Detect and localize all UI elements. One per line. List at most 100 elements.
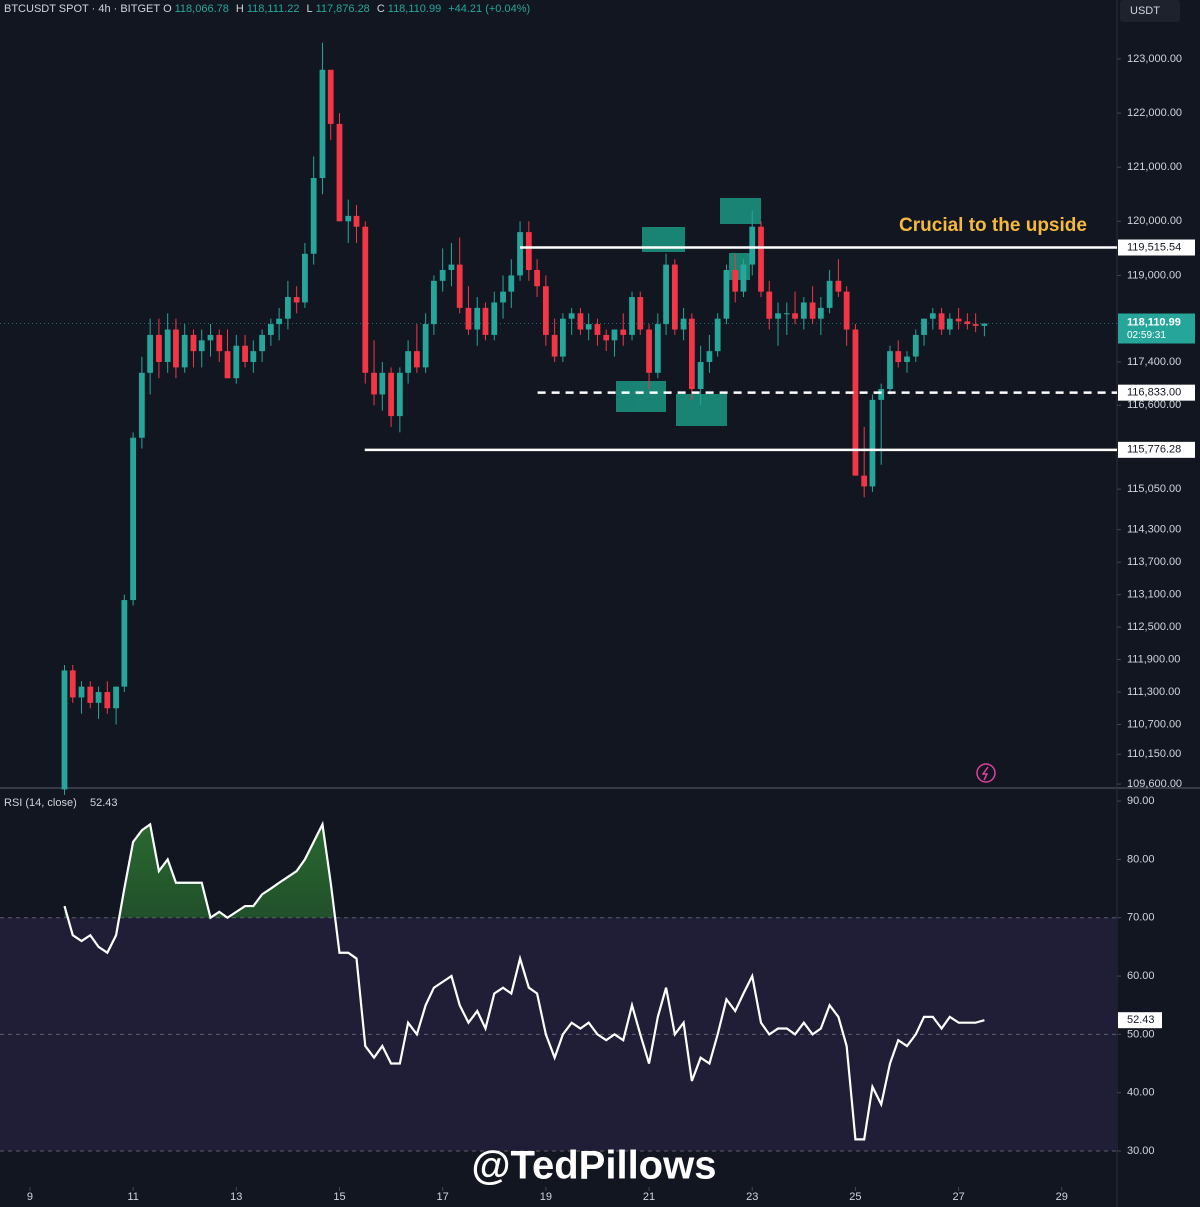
h-value: 118,111.22 bbox=[246, 3, 300, 15]
candle-body bbox=[233, 345, 240, 379]
o-label: O bbox=[163, 3, 172, 15]
y-tick-label: 123,000.00 bbox=[1127, 53, 1182, 65]
y-tick-label: 80.00 bbox=[1127, 853, 1155, 865]
candle-body bbox=[173, 329, 179, 368]
candle-body bbox=[164, 329, 171, 362]
candle-body bbox=[413, 351, 420, 368]
y-tick-label: 60.00 bbox=[1127, 970, 1155, 982]
candle-body bbox=[147, 334, 154, 373]
y-tick-label: 116,600.00 bbox=[1127, 399, 1181, 411]
y-tick-label: 120,000.00 bbox=[1127, 215, 1182, 227]
candle-body bbox=[878, 389, 885, 400]
currency: USDT bbox=[1130, 5, 1160, 17]
candle-body bbox=[345, 215, 352, 222]
candle-body bbox=[568, 313, 575, 319]
rsi-band bbox=[0, 917, 1117, 1152]
x-tick-label: 13 bbox=[230, 1191, 242, 1203]
candle-body bbox=[611, 329, 618, 341]
y-tick-label: 121,000.00 bbox=[1127, 161, 1182, 173]
candle-body bbox=[551, 334, 558, 357]
candle-body bbox=[775, 313, 781, 319]
candle-body bbox=[456, 264, 463, 308]
x-tick-label: 9 bbox=[27, 1191, 33, 1203]
c-label: C bbox=[376, 3, 385, 15]
candle-body bbox=[379, 372, 386, 395]
level-label: 119,515.54 bbox=[1127, 241, 1181, 253]
level-label-box bbox=[1118, 441, 1195, 458]
y-tick-label: 109,600.00 bbox=[1127, 778, 1182, 790]
x-tick-label: 25 bbox=[849, 1191, 861, 1203]
candle-body bbox=[800, 302, 807, 319]
candle-body bbox=[869, 399, 876, 487]
box bbox=[616, 381, 666, 412]
y-tick-label: 119,000.00 bbox=[1127, 269, 1181, 281]
candle-body bbox=[250, 351, 257, 362]
candle-body bbox=[826, 280, 833, 308]
candle-body bbox=[69, 670, 76, 698]
candle-body bbox=[972, 324, 979, 326]
rsi-line bbox=[63, 820, 985, 1141]
rsi-value-label: 52.43 bbox=[1127, 1014, 1155, 1026]
symbol: BTCUSDT SPOT · 4h · BITGET bbox=[4, 3, 161, 15]
candle-body bbox=[61, 670, 68, 790]
x-tick-label: 15 bbox=[333, 1191, 345, 1203]
candle-body bbox=[732, 269, 739, 292]
candle-body bbox=[285, 297, 291, 319]
candle-body bbox=[302, 253, 308, 303]
candle-body bbox=[104, 692, 111, 709]
box bbox=[720, 198, 761, 224]
candle-body bbox=[740, 264, 747, 292]
candle-body bbox=[396, 372, 403, 417]
candle-body bbox=[405, 351, 411, 373]
y-tick-label: 117,400.00 bbox=[1127, 356, 1181, 368]
candle-body bbox=[964, 321, 971, 325]
candle-body bbox=[680, 318, 687, 330]
candle-body bbox=[198, 340, 205, 352]
o-value: 118,066.78 bbox=[174, 3, 229, 15]
candle-body bbox=[525, 232, 532, 270]
candle-body bbox=[138, 372, 145, 438]
candle-body bbox=[353, 215, 360, 227]
level-label-box bbox=[1118, 384, 1195, 401]
candle-body bbox=[817, 307, 824, 319]
candle-body bbox=[242, 345, 248, 362]
candle-body bbox=[585, 324, 592, 330]
y-tick-label: 113,100.00 bbox=[1127, 589, 1181, 601]
box bbox=[676, 394, 727, 426]
candle-body bbox=[87, 686, 94, 703]
candle-body bbox=[887, 351, 893, 390]
annotation: Crucial to the upside bbox=[899, 215, 1087, 236]
candle-body bbox=[559, 318, 566, 357]
candle-body bbox=[938, 313, 945, 330]
candle-body bbox=[439, 269, 446, 281]
candle-body bbox=[758, 226, 764, 292]
candle-body bbox=[371, 372, 377, 395]
y-tick-label: 110,150.00 bbox=[1127, 748, 1181, 760]
candle-body bbox=[474, 307, 481, 330]
candle-body bbox=[95, 692, 102, 703]
change: +44.21 (+0.04%) bbox=[448, 3, 531, 15]
candle-body bbox=[946, 318, 953, 330]
candle-body bbox=[637, 297, 644, 330]
watermark: @TedPillows bbox=[472, 1144, 717, 1188]
candle-body bbox=[388, 372, 394, 417]
candle-body bbox=[190, 334, 197, 352]
x-tick-label: 17 bbox=[437, 1191, 449, 1203]
candle-body bbox=[259, 334, 265, 352]
candle-body bbox=[500, 291, 506, 303]
candle-body bbox=[319, 69, 326, 179]
rsi-title: RSI (14, close) bbox=[4, 797, 77, 809]
candle-body bbox=[310, 178, 317, 254]
candle-body bbox=[336, 123, 343, 222]
candle-body bbox=[465, 307, 472, 330]
y-tick-label: 111,900.00 bbox=[1127, 653, 1180, 665]
countdown: 02:59:31 bbox=[1127, 330, 1166, 341]
candle-body bbox=[921, 318, 927, 335]
x-tick-label: 27 bbox=[952, 1191, 964, 1203]
currency-box bbox=[1120, 0, 1180, 22]
x-tick-label: 21 bbox=[643, 1191, 655, 1203]
y-tick-label: 111,300.00 bbox=[1127, 686, 1180, 698]
rsi-value-box bbox=[1118, 1012, 1162, 1029]
